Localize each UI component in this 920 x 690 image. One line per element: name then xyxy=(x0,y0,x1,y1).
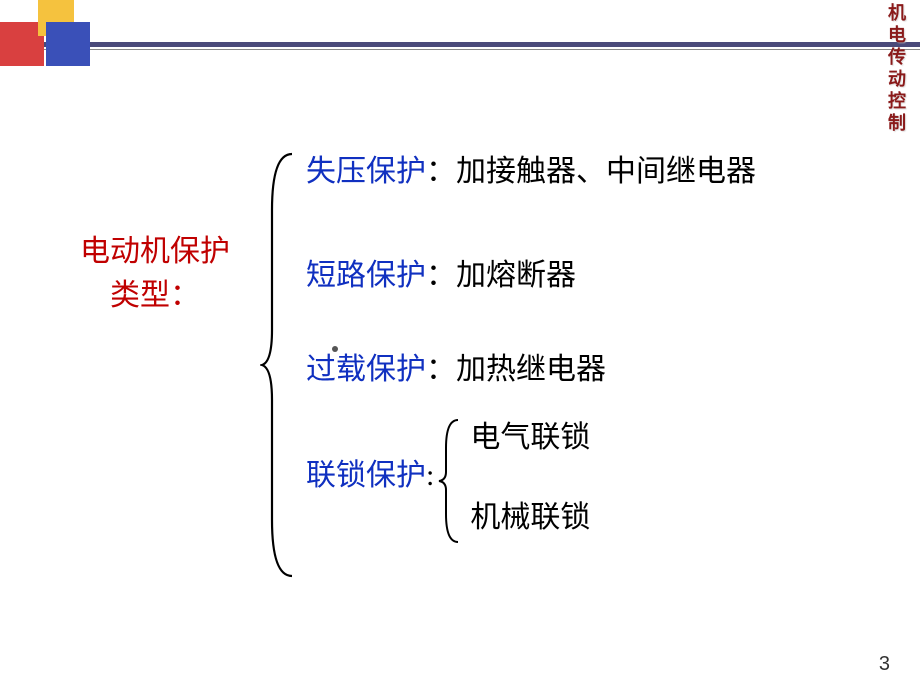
content-area: 电动机保护 类型： 失压保护：加接触器、中间继电器 短路保护：加熔断器 过载保护… xyxy=(50,150,870,580)
header-rule-thin xyxy=(0,49,920,50)
label-line2: 类型： xyxy=(50,274,260,318)
label-line1: 电动机保护 xyxy=(50,230,260,274)
item-desc: ：加热继电器 xyxy=(426,353,606,386)
list-item: 短路保护：加熔断器 xyxy=(306,254,756,298)
vt-char: 制 xyxy=(884,112,910,134)
sub-item: 机械联锁 xyxy=(464,496,590,540)
header-rule xyxy=(0,42,920,47)
item-desc: ：加接触器、中间继电器 xyxy=(426,155,756,188)
sub-term: 联锁保护 xyxy=(306,459,426,492)
vt-char: 机 xyxy=(884,2,910,24)
sub-label: 联锁保护: xyxy=(306,454,434,498)
item-term: 短路保护 xyxy=(306,259,426,292)
vt-char: 控 xyxy=(884,90,910,112)
page-number: 3 xyxy=(879,653,890,676)
item-term: 过载保护 xyxy=(306,353,426,386)
vt-char: 动 xyxy=(884,68,910,90)
list-item: 失压保护：加接触器、中间继电器 xyxy=(306,150,756,194)
pointer-dot-icon xyxy=(332,346,338,352)
decor-square-blue xyxy=(46,22,90,66)
sub-list: 电气联锁 机械联锁 xyxy=(464,416,590,540)
sub-colon: : xyxy=(426,459,434,492)
brace-icon xyxy=(260,150,300,580)
item-desc: ：加熔断器 xyxy=(426,259,576,292)
vertical-title: 机 电 传 动 控 制 xyxy=(884,2,910,134)
vt-char: 传 xyxy=(884,46,910,68)
list-item: 过载保护：加热继电器 xyxy=(306,348,756,392)
item-term: 失压保护 xyxy=(306,155,426,188)
category-label: 电动机保护 类型： xyxy=(50,230,260,318)
protection-list: 失压保护：加接触器、中间继电器 短路保护：加熔断器 过载保护：加热继电器 联锁保… xyxy=(300,150,756,546)
vt-char: 电 xyxy=(884,24,910,46)
sub-group: 联锁保护: 电气联锁 机械联锁 xyxy=(306,416,756,546)
sub-item: 电气联锁 xyxy=(464,416,590,460)
brace-small-icon xyxy=(436,416,464,546)
